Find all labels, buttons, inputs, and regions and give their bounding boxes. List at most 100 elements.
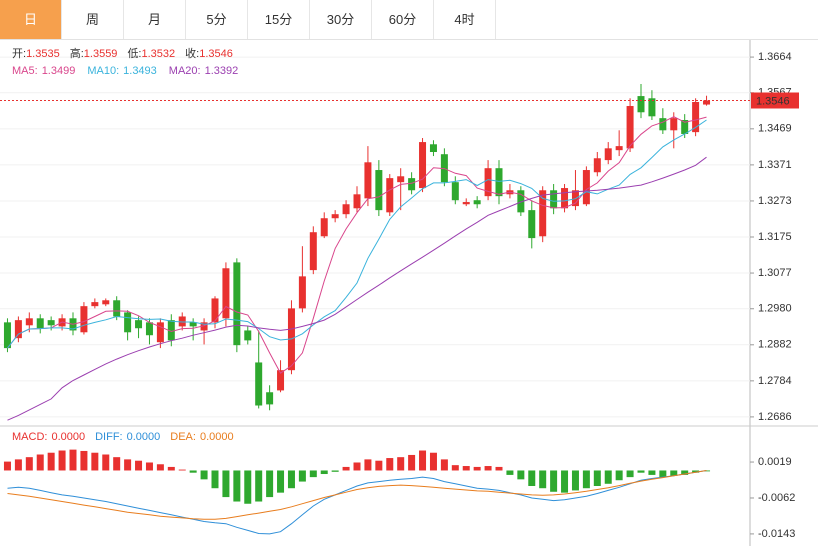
period-tab[interactable]: 30分 xyxy=(310,0,372,39)
period-tab[interactable]: 5分 xyxy=(186,0,248,39)
macd-bar xyxy=(80,450,88,471)
candle-body xyxy=(80,306,88,333)
y-tick-label: 1.3664 xyxy=(758,51,792,63)
candle-body xyxy=(102,300,110,305)
y-tick-label: 1.3175 xyxy=(758,231,792,243)
macd-bar xyxy=(145,462,153,471)
candle-body xyxy=(156,322,164,343)
candle-body xyxy=(626,106,634,149)
candle-body xyxy=(593,158,601,173)
candle-body xyxy=(386,178,394,213)
macd-bar xyxy=(550,470,558,492)
candle-body xyxy=(397,176,405,183)
candle-body xyxy=(222,268,230,319)
macd-bar xyxy=(91,452,99,471)
candle-body xyxy=(200,322,208,331)
candle-body xyxy=(582,170,590,205)
period-tab[interactable]: 周 xyxy=(62,0,124,39)
legend: MA5: 1.3499 MA10: 1.3493 MA20: 1.3392 xyxy=(12,65,238,77)
period-tab[interactable]: 4时 xyxy=(434,0,496,39)
macd-bar xyxy=(244,470,252,504)
info-label: 低: xyxy=(127,47,141,60)
candle-body xyxy=(419,142,427,189)
candle-body xyxy=(331,214,339,219)
macd-bar xyxy=(36,454,44,471)
period-tab[interactable]: 月 xyxy=(124,0,186,39)
candle-body xyxy=(353,194,361,209)
y-tick-label: 1.2686 xyxy=(758,411,792,423)
macd-bar xyxy=(517,470,525,480)
macd-bar xyxy=(495,466,503,471)
candle-body xyxy=(692,101,700,133)
macd-bar xyxy=(484,466,492,471)
y-tick-label: 0.0019 xyxy=(758,456,792,468)
candle-body xyxy=(670,118,678,131)
macd-bar xyxy=(178,469,186,471)
macd-bar xyxy=(69,449,77,471)
legend-value: 0.0000 xyxy=(51,431,85,443)
macd-bar xyxy=(615,470,623,481)
legend-value: 0.0000 xyxy=(200,431,234,443)
macd-bar xyxy=(528,470,536,486)
macd-bar xyxy=(233,470,241,502)
macd-bar xyxy=(3,461,11,471)
candle-body xyxy=(113,300,121,317)
macd-bar xyxy=(320,470,328,475)
candle-body xyxy=(91,302,99,307)
candle-body xyxy=(25,318,33,326)
period-tab[interactable]: 60分 xyxy=(372,0,434,39)
macd-bar xyxy=(539,470,547,489)
period-tab[interactable]: 日 xyxy=(0,0,62,39)
macd-line xyxy=(7,470,707,520)
candle-body xyxy=(3,322,11,349)
ma-line xyxy=(7,116,707,374)
macd-bar xyxy=(255,470,263,502)
macd-bar xyxy=(58,450,66,471)
macd-bar xyxy=(309,470,317,478)
candle-body xyxy=(167,320,175,341)
candle-body xyxy=(124,312,132,333)
y-tick-label: 1.3371 xyxy=(758,159,792,171)
info-value: 1.3559 xyxy=(84,48,118,60)
macd-bar xyxy=(473,466,481,471)
candle-body xyxy=(604,148,612,161)
macd-bar xyxy=(648,470,656,475)
macd-bar xyxy=(353,462,361,471)
candle-body xyxy=(462,202,470,205)
macd-bar xyxy=(47,452,55,471)
legend-label: MA20: xyxy=(169,65,201,77)
macd-bar xyxy=(277,470,285,493)
macd-bar xyxy=(342,466,350,471)
candle-body xyxy=(233,262,241,346)
macd-bar xyxy=(659,470,667,478)
macd-bar xyxy=(397,457,405,471)
candle-body xyxy=(266,392,274,405)
candle-body xyxy=(145,322,153,336)
ma-line xyxy=(7,119,707,349)
legend-label: MA10: xyxy=(87,65,119,77)
candle-body xyxy=(703,100,711,105)
legend-value: 1.3499 xyxy=(42,65,76,77)
candle-body xyxy=(550,190,558,209)
candle-body xyxy=(375,170,383,211)
candle-body xyxy=(681,119,689,134)
macd-bar xyxy=(167,466,175,471)
candle-body xyxy=(189,322,197,327)
legend-label: MA5: xyxy=(12,65,38,77)
candle-body xyxy=(14,320,22,339)
macd-bar xyxy=(637,470,645,473)
period-tab[interactable]: 15分 xyxy=(248,0,310,39)
macd-bar xyxy=(113,457,121,471)
legend-value: 0.0000 xyxy=(127,431,161,443)
legend: 开:1.3535 高:1.3559 低:1.3532 收:1.3546 xyxy=(12,46,233,60)
candle-body xyxy=(211,298,219,323)
candle-body xyxy=(451,182,459,201)
candle-body xyxy=(320,218,328,237)
macd-bar xyxy=(419,450,427,471)
macd-bar xyxy=(266,470,274,498)
y-tick-label: -0.0062 xyxy=(758,492,795,504)
y-tick-label: 1.3273 xyxy=(758,195,792,207)
macd-bar xyxy=(506,470,514,475)
